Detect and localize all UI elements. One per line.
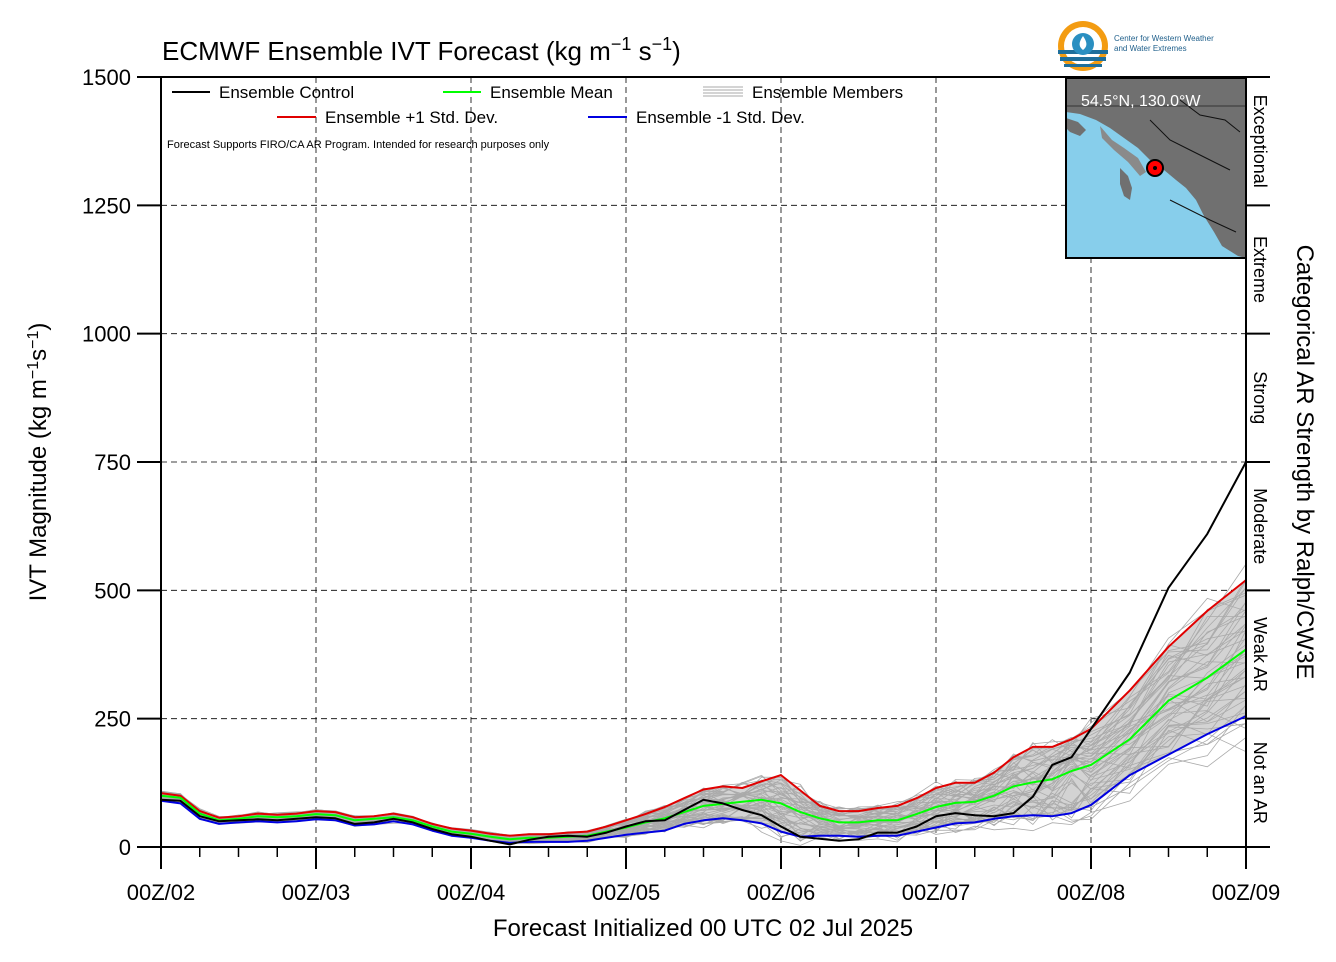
logo-text-1: Center for Western Weather	[1114, 34, 1214, 43]
x-tick-label: 00Z/02	[127, 880, 196, 905]
legend-minus-std-label: Ensemble -1 Std. Dev.	[636, 108, 805, 127]
x-tick-label: 00Z/04	[437, 880, 506, 905]
y-tick-label: 250	[94, 707, 131, 732]
right-axis-label: Categorical AR Strength by Ralph/CW3E	[1291, 245, 1318, 680]
category-label: Moderate	[1250, 488, 1270, 564]
category-label: Not an AR	[1250, 742, 1270, 824]
x-tick-label: 00Z/06	[747, 880, 816, 905]
series-layer	[160, 461, 1247, 846]
category-label: Exceptional	[1250, 95, 1270, 188]
category-label: Extreme	[1250, 236, 1270, 303]
legend-members-label: Ensemble Members	[752, 83, 903, 102]
legend-members-swatch	[703, 86, 743, 97]
research-note: Forecast Supports FIRO/CA AR Program. In…	[167, 139, 550, 151]
y-axis-label: IVT Magnitude (kg m−1s−1)	[25, 323, 53, 602]
x-tick-label: 00Z/07	[902, 880, 971, 905]
y-tick-label: 0	[119, 835, 131, 860]
cw3e-logo: Center for Western Weather and Water Ext…	[1058, 21, 1214, 71]
x-tick-label: 00Z/05	[592, 880, 661, 905]
y-tick-label: 1500	[82, 65, 131, 90]
legend: Ensemble Control Ensemble Mean Ensemble …	[167, 83, 903, 151]
category-label: Strong	[1250, 371, 1270, 424]
x-tick-label: 00Z/08	[1057, 880, 1126, 905]
legend-control-label: Ensemble Control	[219, 83, 354, 102]
x-tick-label: 00Z/09	[1212, 880, 1281, 905]
legend-mean-label: Ensemble Mean	[490, 83, 613, 102]
category-label: Weak AR	[1250, 617, 1270, 692]
series-line-mean	[160, 648, 1247, 841]
y-tick-label: 500	[94, 578, 131, 603]
location-label: 54.5°N, 130.0°W	[1081, 93, 1201, 110]
location-inset-map: 54.5°N, 130.0°W	[1065, 77, 1247, 259]
series-line-control	[160, 461, 1247, 846]
series-line-minus-std	[160, 715, 1247, 844]
series-line-plus-std	[160, 579, 1247, 837]
y-tick-label: 1250	[82, 193, 131, 218]
legend-plus-std-label: Ensemble +1 Std. Dev.	[325, 108, 498, 127]
x-axis-label: Forecast Initialized 00 UTC 02 Jul 2025	[493, 915, 913, 942]
tick-layer: 0 250 500 750 1000 1250 1500 00Z/02 00Z/03 00Z/04…	[82, 65, 1280, 905]
y-tick-label: 750	[94, 450, 131, 475]
logo-text-2: and Water Extremes	[1114, 44, 1187, 53]
chart-title: ECMWF Ensemble IVT Forecast (kg m−1 s−1)	[162, 34, 681, 66]
y-tick-label: 1000	[82, 322, 131, 347]
x-tick-label: 00Z/03	[282, 880, 351, 905]
